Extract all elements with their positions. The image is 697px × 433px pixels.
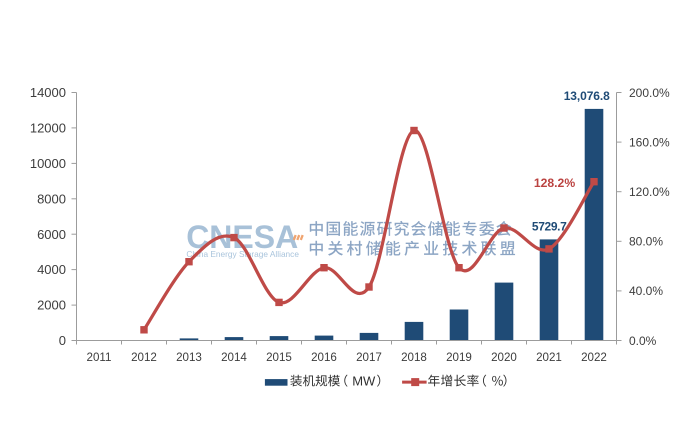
- svg-text:2016: 2016: [311, 351, 337, 364]
- svg-text:128.2%: 128.2%: [534, 176, 575, 190]
- svg-text:MW: MW: [352, 373, 376, 388]
- svg-text:2021: 2021: [536, 351, 562, 364]
- svg-text:2014: 2014: [221, 351, 247, 364]
- svg-text:6000: 6000: [37, 227, 66, 242]
- svg-text:2011: 2011: [87, 351, 112, 364]
- svg-text:5729.7: 5729.7: [532, 220, 567, 234]
- svg-text:CNESA: CNESA: [186, 219, 298, 255]
- svg-text:0: 0: [59, 333, 66, 348]
- svg-text:2020: 2020: [491, 351, 517, 364]
- svg-text:2015: 2015: [266, 351, 292, 364]
- svg-text:2012: 2012: [131, 351, 157, 364]
- svg-text:2019: 2019: [446, 351, 472, 364]
- svg-text:0.0%: 0.0%: [629, 334, 657, 348]
- svg-text:80.0%: 80.0%: [629, 235, 663, 249]
- svg-text:200.0%: 200.0%: [629, 86, 670, 100]
- svg-text:2013: 2013: [176, 351, 202, 364]
- svg-text:2022: 2022: [581, 351, 607, 364]
- svg-text:10000: 10000: [30, 156, 66, 171]
- svg-text:4000: 4000: [37, 262, 66, 277]
- svg-text:2018: 2018: [401, 351, 427, 364]
- svg-text:120.0%: 120.0%: [629, 185, 670, 199]
- svg-text:14000: 14000: [30, 85, 66, 100]
- svg-text:13,076.8: 13,076.8: [564, 89, 610, 103]
- svg-text:40.0%: 40.0%: [629, 284, 663, 298]
- svg-text:8000: 8000: [37, 191, 66, 206]
- svg-text:160.0%: 160.0%: [629, 135, 670, 149]
- svg-text:12000: 12000: [30, 121, 66, 136]
- svg-text:2017: 2017: [356, 351, 382, 364]
- svg-text:2000: 2000: [37, 298, 66, 313]
- svg-text:China Energy Storage Alliance: China Energy Storage Alliance: [186, 249, 299, 259]
